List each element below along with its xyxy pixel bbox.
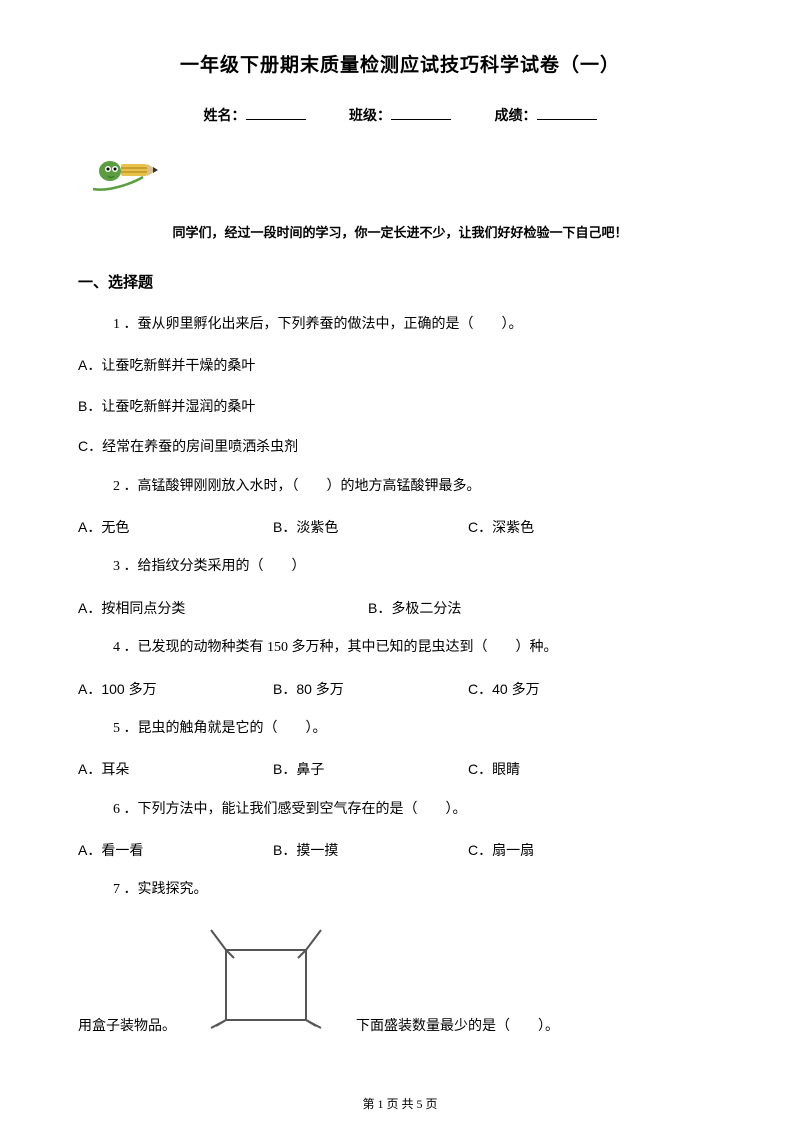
q4-options: A．100 多万 B．80 多万 C．40 多万	[78, 678, 722, 700]
q4-option-a: A．100 多万	[78, 678, 273, 700]
question-2: 2 ．高锰酸钾刚刚放入水时，（ ）的地方高锰酸钾最多。	[78, 476, 722, 498]
name-blank[interactable]	[246, 119, 306, 120]
score-blank[interactable]	[537, 119, 597, 120]
question-6: 6 ．下列方法中，能让我们感受到空气存在的是（ ）。	[78, 799, 722, 821]
class-blank[interactable]	[391, 119, 451, 120]
q6-option-b: B．摸一摸	[273, 839, 468, 861]
q2-option-c: C．深紫色	[468, 516, 628, 538]
q6-option-c: C．扇一扇	[468, 839, 628, 861]
score-label: 成绩：	[495, 109, 537, 124]
q5-options: A．耳朵 B．鼻子 C．眼睛	[78, 758, 722, 780]
question-3: 3 ．给指纹分类采用的（ ）	[78, 556, 722, 578]
q7-content-row: 用盒子装物品。 下面盛装数量最少的是（ ）。	[78, 920, 722, 1035]
section-title: 一、选择题	[78, 271, 722, 292]
student-info-line: 姓名： 班级： 成绩：	[78, 105, 722, 125]
intro-text: 同学们，经过一段时间的学习，你一定长进不少，让我们好好检验一下自己吧！	[78, 222, 722, 241]
class-label: 班级：	[349, 109, 391, 124]
q5-option-a: A．耳朵	[78, 758, 273, 780]
q2-option-b: B．淡紫色	[273, 516, 468, 538]
name-label: 姓名：	[204, 109, 246, 124]
question-7: 7 ．实践探究。	[78, 879, 722, 901]
q5-option-c: C．眼睛	[468, 758, 628, 780]
q6-option-a: A．看一看	[78, 839, 273, 861]
question-5: 5 ．昆虫的触角就是它的（ ）。	[78, 718, 722, 740]
q4-option-b: B．80 多万	[273, 678, 468, 700]
q2-options: A．无色 B．淡紫色 C．深紫色	[78, 516, 722, 538]
q1-option-c: C．经常在养蚕的房间里喷洒杀虫剂	[78, 435, 722, 457]
q6-options: A．看一看 B．摸一摸 C．扇一扇	[78, 839, 722, 861]
q1-option-b: B．让蚕吃新鲜并湿润的桑叶	[78, 395, 722, 417]
question-4: 4 ．已发现的动物种类有 150 多万种，其中已知的昆虫达到（ ）种。	[78, 637, 722, 659]
q1-option-a: A．让蚕吃新鲜并干燥的桑叶	[78, 354, 722, 376]
pencil-icon	[88, 149, 722, 202]
q3-option-a: A．按相同点分类	[78, 597, 368, 619]
q4-option-c: C．40 多万	[468, 678, 628, 700]
page-footer: 第 1 页 共 5 页	[0, 1095, 800, 1112]
box-diagram	[196, 920, 336, 1035]
exam-title: 一年级下册期末质量检测应试技巧科学试卷（一）	[78, 50, 722, 77]
q3-options: A．按相同点分类 B．多极二分法	[78, 597, 722, 619]
q5-option-b: B．鼻子	[273, 758, 468, 780]
q3-option-b: B．多极二分法	[368, 597, 461, 619]
q7-right-text: 下面盛装数量最少的是（ ）。	[356, 1015, 559, 1035]
q2-option-a: A．无色	[78, 516, 273, 538]
question-1: 1 ．蚕从卵里孵化出来后，下列养蚕的做法中，正确的是（ ）。	[78, 314, 722, 336]
q7-left-text: 用盒子装物品。	[78, 1015, 176, 1035]
